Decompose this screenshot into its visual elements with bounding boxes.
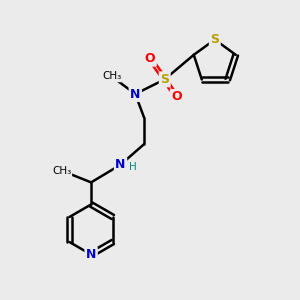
Text: N: N: [130, 88, 140, 100]
Text: CH₃: CH₃: [102, 71, 121, 81]
Text: CH₃: CH₃: [52, 166, 71, 176]
Text: O: O: [171, 91, 182, 103]
Text: N: N: [86, 248, 96, 261]
Text: N: N: [116, 158, 126, 171]
Text: H: H: [129, 162, 137, 172]
Text: S: S: [210, 33, 219, 46]
Text: O: O: [145, 52, 155, 65]
Text: S: S: [160, 73, 169, 86]
